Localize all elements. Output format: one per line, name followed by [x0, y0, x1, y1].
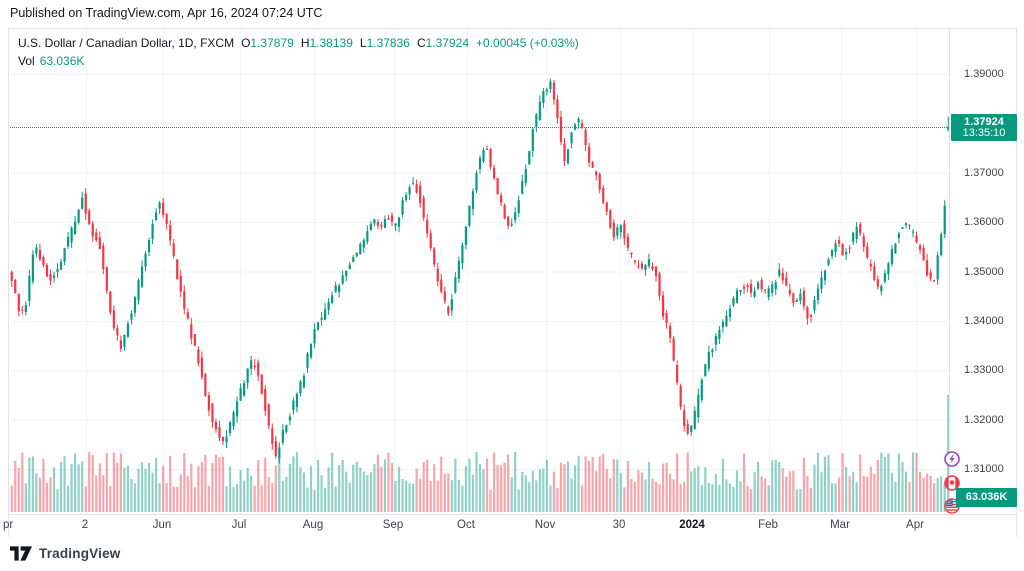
price-tick-label: 1.35000: [964, 265, 1004, 278]
canada-flag-icon: [944, 475, 960, 491]
price-tick-label: 1.31000: [964, 463, 1004, 475]
price-tick-label: 1.32000: [964, 413, 1004, 426]
ohlc-value: 1.37924: [425, 36, 470, 50]
price-tick-label: 1.34000: [964, 314, 1004, 327]
tradingview-logo[interactable]: TradingView: [10, 546, 120, 561]
time-tick-label: Feb: [758, 519, 778, 531]
ohlc-key: L: [359, 36, 367, 50]
volume-row-label: Vol: [18, 54, 35, 68]
ohlc-value: 1.37879: [250, 36, 294, 50]
published-caption: Published on TradingView.com, Apr 16, 20…: [10, 6, 323, 20]
ohlc-values: O1.37879 H1.38139 L1.37836 C1.37924: [234, 36, 469, 50]
bar-countdown: 13:35:10: [962, 127, 1006, 140]
candlestick-chart[interactable]: [10, 29, 950, 514]
time-tick-label: pr: [3, 519, 14, 531]
time-tick-label: Mar: [830, 519, 850, 531]
time-tick-label: Aug: [302, 519, 324, 531]
time-tick-label: Nov: [534, 519, 556, 531]
price-tick-label: 1.37000: [964, 166, 1004, 179]
last-price-line: [10, 127, 949, 129]
time-tick-label: 2024: [679, 519, 705, 531]
price-tick-label: 1.33000: [964, 364, 1004, 377]
ohlc-value: 1.37836: [366, 36, 410, 50]
time-scale[interactable]: pr 2 Jun Jul Aug Sep Oct Nov 30 2024 Feb Mar Apr: [3, 514, 1016, 537]
time-tick-label: Jun: [152, 519, 172, 531]
symbol-title: U.S. Dollar / Canadian Dollar, 1D, FXCM: [18, 36, 235, 50]
ohlc-key: H: [300, 36, 310, 50]
price-tick-label: 1.36000: [964, 216, 1004, 229]
volume-badge: 63.036K: [956, 488, 1017, 507]
time-tick-label: Sep: [382, 519, 404, 531]
time-tick-label: Apr: [906, 519, 924, 531]
volume-row-value: 63.036K: [39, 54, 85, 68]
last-price-value: 1.37924: [964, 116, 1004, 129]
last-price-badge: 1.37924 13:35:10: [951, 114, 1017, 142]
ohlc-key: O: [241, 36, 251, 50]
boost-lightning-icon: [944, 451, 960, 467]
chart-widget: U.S. Dollar / Canadian Dollar, 1D, FXCM O…: [3, 28, 1017, 537]
us-flag-icon: [944, 498, 960, 514]
price-tick-label: 1.39000: [964, 68, 1004, 80]
time-tick-label: 2: [81, 519, 89, 531]
tradingview-logo-text: TradingView: [39, 546, 121, 561]
ohlc-key: C: [416, 36, 426, 50]
price-scale[interactable]: 1.39000 1.37000 1.36000 1.35000 1.34000 1.330…: [949, 29, 1017, 514]
time-tick-label: 30: [612, 519, 626, 531]
tradingview-logo-icon: [10, 546, 32, 561]
time-tick-label: Jul: [231, 519, 247, 531]
ohlc-value: 1.38139: [309, 36, 353, 50]
change-value: +0.00045 (+0.03%): [476, 36, 579, 50]
time-tick-label: Oct: [457, 519, 475, 531]
symbol-header: U.S. Dollar / Canadian Dollar, 1D, FXCM O…: [18, 35, 579, 69]
